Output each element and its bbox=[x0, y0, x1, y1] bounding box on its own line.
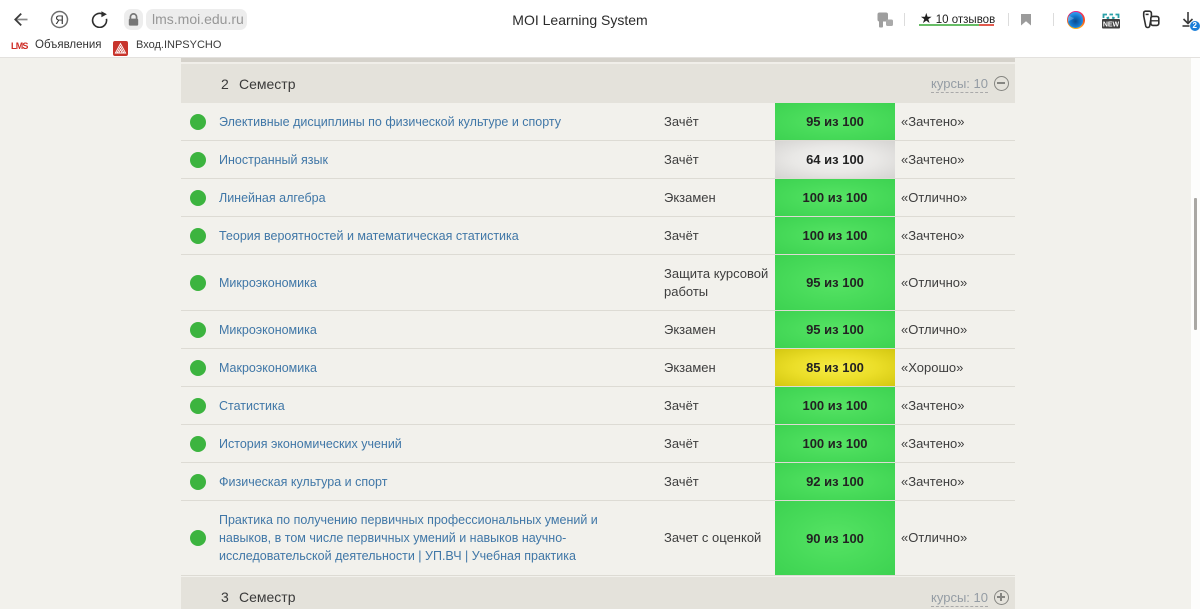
svg-text:Я: Я bbox=[55, 13, 64, 27]
svg-text:NEW: NEW bbox=[1103, 21, 1120, 28]
